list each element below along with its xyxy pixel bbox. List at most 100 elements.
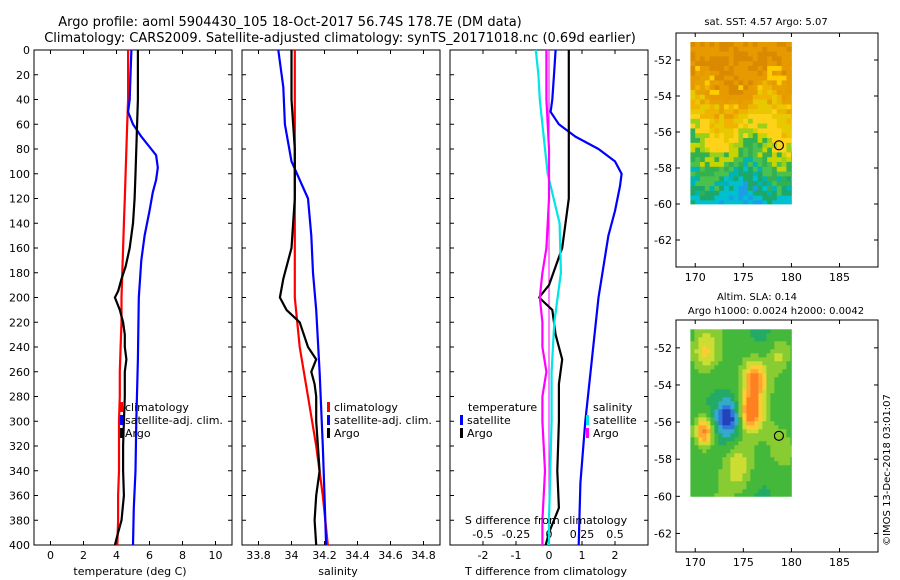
map-cell	[690, 449, 695, 454]
map-cell	[791, 157, 792, 163]
map-cell	[733, 157, 739, 163]
map-cell	[766, 425, 771, 430]
map-cell	[786, 94, 792, 100]
map-cell	[738, 171, 744, 177]
map-cell	[750, 389, 755, 394]
map-cell	[714, 481, 719, 486]
map-cell	[726, 405, 731, 410]
map-cell	[690, 485, 695, 490]
map-cell	[706, 457, 711, 462]
map-cell	[730, 441, 735, 446]
map-y-tick-label: -58	[654, 453, 672, 466]
map-cell	[743, 138, 749, 144]
map-cell	[694, 401, 699, 406]
map-cell	[772, 162, 778, 168]
map-cell	[758, 377, 763, 382]
legend-label-t-satellite: satellite	[467, 414, 511, 427]
map-x-tick-label: 185	[829, 271, 850, 284]
map-cell	[728, 66, 734, 72]
map-cell	[791, 42, 792, 48]
depth-tick-label: 20	[16, 69, 30, 82]
map-cell	[730, 397, 735, 402]
map-cell	[704, 176, 710, 182]
map-cell	[778, 389, 783, 394]
map-cell	[748, 94, 754, 100]
map-cell	[743, 42, 749, 48]
map-cell	[702, 461, 707, 466]
map-cell	[738, 413, 743, 418]
map-cell	[695, 162, 701, 168]
map-cell	[748, 123, 754, 129]
map-y-tick-label: -60	[654, 198, 672, 211]
figure-title-line2: Climatology: CARS2009. Satellite-adjuste…	[44, 31, 636, 46]
map-cell	[700, 152, 706, 158]
map-cell	[750, 341, 755, 346]
map-cell	[726, 493, 731, 497]
map-cell	[754, 429, 759, 434]
map-cell	[710, 441, 715, 446]
map-cell	[734, 353, 739, 358]
map-cell	[767, 176, 773, 182]
map-cell	[718, 353, 723, 358]
map-cell	[786, 385, 791, 390]
map-cell	[718, 429, 723, 434]
map-cell	[750, 361, 755, 366]
map-cell	[719, 133, 725, 139]
map-cell	[762, 104, 768, 110]
map-cell	[782, 401, 787, 406]
map-cell	[776, 171, 782, 177]
map-cell	[695, 166, 701, 172]
map-cell	[728, 118, 734, 124]
map-cell	[698, 345, 703, 350]
map-cell	[690, 181, 696, 187]
map-cell	[782, 441, 787, 446]
map-cell	[762, 337, 767, 342]
map-cell	[791, 61, 792, 67]
map-cell	[704, 51, 710, 57]
map-cell	[791, 90, 792, 96]
map-cell	[730, 357, 735, 362]
map-cell	[700, 42, 706, 48]
map-cell	[706, 449, 711, 454]
map-cell	[714, 473, 719, 478]
map-cell	[746, 429, 751, 434]
map-cell	[695, 190, 701, 196]
map-cell	[738, 345, 743, 350]
map-cell	[742, 349, 747, 354]
map-cell	[786, 142, 792, 148]
map-cell	[714, 441, 719, 446]
map-cell	[706, 393, 711, 398]
map-cell	[698, 449, 703, 454]
map-cell	[718, 373, 723, 378]
map-cell	[690, 94, 696, 100]
map-cell	[690, 138, 696, 144]
map-cell	[733, 147, 739, 153]
map-cell	[734, 421, 739, 426]
map-cell	[748, 46, 754, 52]
map-y-tick-label: -60	[654, 490, 672, 503]
map-cell	[706, 465, 711, 470]
map-cell	[690, 469, 695, 474]
map-cell	[770, 397, 775, 402]
map-cell	[738, 437, 743, 442]
map-cell	[714, 123, 720, 129]
map-cell	[750, 477, 755, 482]
map-cell	[724, 138, 730, 144]
map-cell	[781, 138, 787, 144]
map-cell	[767, 157, 773, 163]
map-cell	[791, 195, 792, 201]
map-cell	[709, 200, 715, 205]
map-cell	[750, 485, 755, 490]
map-cell	[754, 333, 759, 338]
map-cell	[706, 425, 711, 430]
map-cell	[726, 345, 731, 350]
map-cell	[746, 337, 751, 342]
map-cell	[706, 373, 711, 378]
map-cell	[726, 429, 731, 434]
map-cell	[724, 109, 730, 115]
map-cell	[742, 401, 747, 406]
map-cell	[743, 114, 749, 120]
map-cell	[762, 481, 767, 486]
map-cell	[766, 369, 771, 374]
temperature-xlabel: temperature (deg C)	[73, 565, 186, 578]
